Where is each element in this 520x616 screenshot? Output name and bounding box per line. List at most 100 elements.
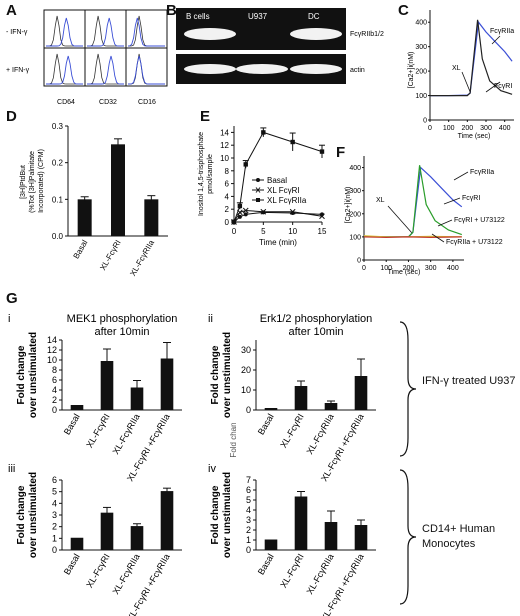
bar <box>130 526 144 550</box>
arrow <box>431 233 445 243</box>
y-tick-label: 6 <box>52 475 57 485</box>
y-tick-label: 6 <box>246 485 251 495</box>
receptor-trace <box>46 17 83 47</box>
legend-marker <box>255 187 261 193</box>
panel-c-label-xl: XL <box>452 65 461 72</box>
arrow <box>443 197 461 205</box>
subpanel-numeral: i <box>8 313 10 325</box>
panel-c-calcium: [Ca2+]i(nM) Time (sec) 0 100 200 300 400 0 100… <box>408 10 514 140</box>
label-ifn-u937: IFN-γ treated U937 <box>422 375 516 387</box>
panel-f-label-xl: XL <box>376 197 385 204</box>
y-axis-label: Fold changeover unstimulated <box>16 332 39 418</box>
panel-f-label-fcgriia-u73122: FcγRIIa + U73122 <box>446 239 503 246</box>
category-label: Basal <box>72 238 90 260</box>
subpanel-numeral: iv <box>208 463 216 475</box>
category-label: XL-FcγRI <box>84 552 111 589</box>
panel-c-ylabel: [Ca2+]i(nM) <box>408 52 415 89</box>
histogram-cell <box>84 47 127 87</box>
y-tick-label: 2 <box>52 395 57 405</box>
y-tick-label: 4 <box>52 385 57 395</box>
x-axis-label: Time (min) <box>259 238 297 247</box>
x-tick-label: 300 <box>480 125 492 132</box>
y-tick-label: 12 <box>220 141 229 150</box>
x-tick-label: 0 <box>232 227 237 236</box>
band-label-actin: actin <box>350 67 365 74</box>
panel-f-label-fcgri-u73122: FcγRI + U73122 <box>454 217 505 224</box>
data-point <box>243 212 248 217</box>
y-tick-label: 4 <box>52 498 57 508</box>
panel-letter-a: A <box>6 2 17 19</box>
y-tick-label: 200 <box>415 69 427 76</box>
panel-f-ylabel: [Ca2+]i(nM) <box>345 187 352 224</box>
xl-arrow <box>461 71 471 93</box>
y-tick-label: 0 <box>246 545 251 555</box>
x-tick-label: 400 <box>447 265 459 272</box>
panel-f-label-fcgri: FcγRI <box>462 195 480 202</box>
y-label-line: over unstimulated <box>28 332 39 418</box>
y-label-line: Fold change <box>210 485 221 544</box>
data-point <box>261 130 266 135</box>
panel-letter-b: B <box>166 2 177 19</box>
calcium-trace <box>430 19 513 97</box>
y-tick-label: 2 <box>52 522 57 532</box>
category-label: Basal <box>62 412 82 436</box>
panel-letter-d: D <box>6 108 17 125</box>
band-dc-actin <box>290 64 342 74</box>
band-bcells-actin <box>184 64 236 74</box>
data-point <box>290 139 295 145</box>
y-tick-label: 20 <box>241 365 251 375</box>
category-label: XL-FcγRI <box>98 239 122 272</box>
panel-b-gel: B cells U937 DC FcγRIIb1/2 actin <box>176 8 384 84</box>
y-tick-label: 7 <box>246 475 251 485</box>
category-label: Basal <box>62 552 82 576</box>
histogram-cell <box>84 9 127 49</box>
bar <box>111 144 125 236</box>
label-cd14-monocytes: CD14+ Human Monocytes <box>422 523 496 550</box>
category-label: XL-FcγRIIa <box>305 552 336 596</box>
y-tick-label: 5 <box>52 487 57 497</box>
category-label: XL-FcγRI <box>278 552 305 589</box>
y-tick-label: 0.0 <box>52 232 64 241</box>
brace-monocytes <box>399 469 417 605</box>
y-tick-label: 2 <box>225 205 230 214</box>
arrow <box>453 171 469 181</box>
y-label-line: over unstimulated <box>222 472 233 558</box>
bar <box>144 199 159 236</box>
legend-label: Basal <box>267 176 287 185</box>
category-label: XL-FcγRI <box>278 412 305 449</box>
panel-letter-f: F <box>336 144 346 161</box>
receptor-trace <box>87 55 124 85</box>
y-tick-label: 0 <box>52 545 57 555</box>
data-point <box>243 162 248 167</box>
panel-f-label-fcgriia: FcγRIIa <box>470 169 494 176</box>
x-tick-label: 400 <box>499 125 511 132</box>
data-point <box>237 203 243 209</box>
bar <box>100 512 114 550</box>
receptor-trace <box>87 17 124 47</box>
panel-c-label-fcgri: FcγRI <box>494 83 512 90</box>
y-label-line: Fold change <box>210 345 221 404</box>
y-tick-label: 0 <box>423 118 427 125</box>
lane-label-dc: DC <box>308 12 320 21</box>
lane-label-u937: U937 <box>248 12 268 21</box>
y-tick-label: 0 <box>357 258 361 265</box>
panel-e-line-chart: 0 2 4 6 8 10 12 14 0 5 10 15 Time (min) Inositol 1,4,… <box>198 126 327 247</box>
y-label-line: over unstimulated <box>222 332 233 418</box>
y-tick-label: 300 <box>349 188 361 195</box>
bar <box>294 496 308 550</box>
y-tick-label: 400 <box>349 165 361 172</box>
bar <box>130 387 144 410</box>
panel-letter-g: G <box>6 290 18 307</box>
y-label-line: Inositol 1,4,5-trisphosphate <box>198 132 205 216</box>
x-tick-label: 10 <box>288 227 297 236</box>
y-tick-label: 200 <box>349 211 361 218</box>
legend-marker <box>256 178 260 182</box>
y-tick-label: 30 <box>241 345 251 355</box>
data-point <box>237 214 242 219</box>
y-tick-label: 100 <box>349 234 361 241</box>
brace-u937 <box>399 321 417 457</box>
calcium-trace <box>363 236 462 239</box>
panel-letter-e: E <box>200 108 211 125</box>
x-tick-label: 200 <box>461 125 473 132</box>
